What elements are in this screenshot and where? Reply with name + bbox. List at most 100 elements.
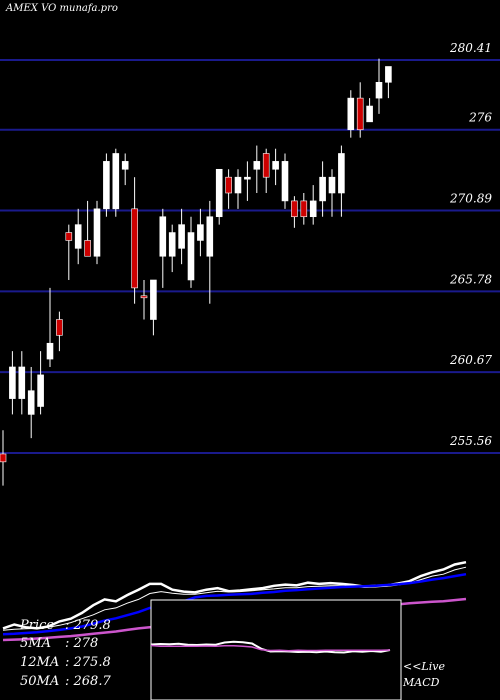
candle-body	[178, 224, 185, 249]
price-gridlines	[0, 59, 500, 454]
candle	[65, 224, 73, 280]
y-tick-label: 270.89	[449, 192, 492, 206]
candle-body	[93, 208, 101, 257]
candle	[74, 208, 82, 265]
macd-signal-line	[150, 644, 391, 652]
candle-body	[347, 97, 355, 131]
candle-body	[159, 216, 167, 257]
candle	[197, 208, 204, 257]
candle	[244, 161, 251, 201]
candle	[187, 216, 195, 288]
candle	[46, 287, 54, 367]
candle	[281, 153, 289, 209]
candle	[178, 208, 185, 265]
candle-body	[103, 161, 110, 210]
symbol-label: VO	[41, 3, 57, 14]
candle	[338, 145, 345, 217]
candle-body	[140, 295, 148, 299]
macd-line	[150, 640, 391, 654]
candle	[150, 279, 157, 336]
y-tick-label: 265.78	[449, 272, 492, 286]
ma50-readout: 50MA : 268.7	[20, 674, 111, 689]
candle	[234, 169, 242, 209]
candle	[328, 169, 336, 217]
candle	[37, 351, 44, 415]
candle-body	[168, 232, 176, 257]
candle	[84, 200, 91, 257]
price-axis: 280.41 276 270.89 265.78 260.67 255.56	[449, 41, 492, 448]
candle-body	[244, 176, 251, 180]
candle-body	[0, 453, 7, 463]
candle-body	[112, 153, 120, 210]
candle-body	[46, 342, 54, 360]
candle-body	[74, 224, 82, 249]
candle-body	[300, 200, 308, 218]
candle-body	[131, 208, 138, 289]
candle-body	[37, 374, 44, 407]
candle-body	[366, 105, 373, 123]
candle-body	[18, 366, 26, 399]
candle-body	[253, 161, 261, 170]
candle-body	[309, 200, 317, 218]
candle	[309, 185, 317, 225]
candle-body	[150, 279, 157, 320]
ma12-label: 12MA	[20, 655, 60, 670]
candle-body	[291, 200, 298, 218]
macd-lines	[150, 640, 391, 654]
candle	[319, 161, 326, 217]
candle	[375, 58, 383, 114]
candle-body	[206, 216, 214, 257]
candle	[272, 148, 279, 186]
candle-body	[356, 97, 364, 131]
candle	[112, 148, 120, 217]
candle	[93, 200, 101, 265]
candle	[168, 224, 176, 273]
candle-body	[385, 66, 392, 83]
candle-body	[65, 232, 73, 241]
ma5-value: : 278	[65, 636, 99, 651]
exchange-label: AMEX	[6, 3, 38, 14]
candle-body	[319, 176, 326, 202]
candle-body	[234, 176, 242, 194]
candle	[131, 177, 138, 304]
candle	[140, 279, 148, 320]
site-label: munafa.pro	[59, 3, 118, 14]
live-link[interactable]: <<Live	[403, 660, 445, 673]
candle	[27, 366, 35, 439]
price-readout: Price : 279.8	[20, 618, 111, 633]
candle-body	[121, 161, 129, 170]
candle	[366, 98, 373, 123]
chart-header: AMEX VO munafa.pro	[6, 3, 118, 14]
candle	[225, 169, 232, 209]
ma50-value: : 268.7	[65, 674, 111, 689]
price-value: : 279.8	[65, 618, 111, 633]
candle	[215, 168, 223, 225]
ma-line-medium	[2, 572, 467, 636]
candle-body	[225, 176, 232, 194]
candle-body	[272, 161, 279, 170]
candle	[121, 153, 129, 186]
candle	[262, 148, 270, 194]
ma5-label: 5MA	[20, 636, 51, 651]
candle-body	[328, 176, 336, 194]
candle-body	[338, 153, 345, 194]
candle	[9, 351, 16, 415]
ma5-readout: 5MA : 278	[20, 636, 98, 651]
candle	[56, 311, 63, 352]
ma12-readout: 12MA : 275.8	[20, 655, 111, 670]
candle	[356, 82, 364, 138]
ma50-label: 50MA	[20, 674, 60, 689]
ma12-value: : 275.8	[65, 655, 111, 670]
candlestick-series	[0, 58, 392, 486]
candle	[206, 200, 214, 304]
candle	[18, 351, 26, 415]
y-tick-label: 276	[468, 111, 492, 125]
candle-body	[9, 366, 16, 399]
candle-body	[56, 319, 63, 336]
candle	[300, 193, 308, 225]
y-tick-label: 260.67	[449, 353, 492, 367]
candle	[385, 66, 392, 99]
candle-body	[215, 168, 223, 218]
candle-body	[187, 232, 195, 281]
